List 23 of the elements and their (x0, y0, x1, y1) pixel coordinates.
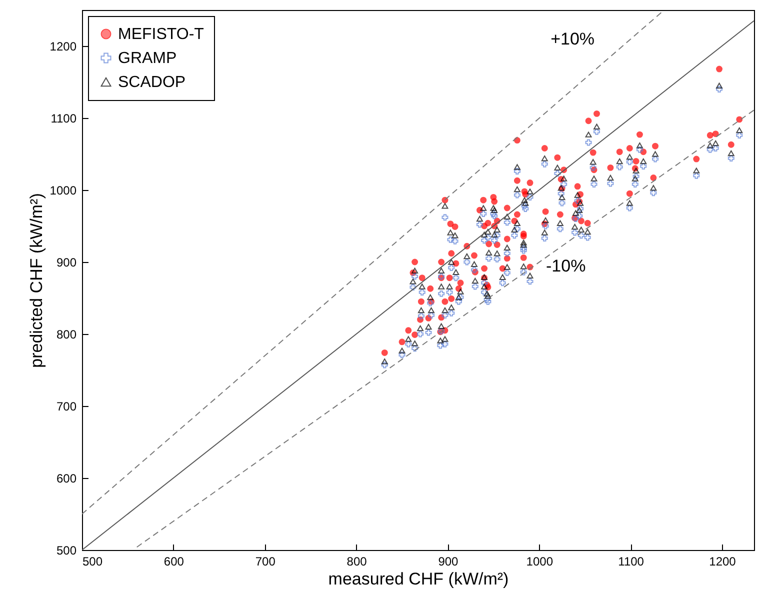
x-tick-label: 800 (346, 554, 368, 568)
legend-label: GRAMP (118, 50, 177, 67)
y-axis-title: predicted CHF (kW/m²) (26, 193, 46, 368)
annotation: +10% (550, 30, 595, 49)
y-tick-label: 600 (56, 472, 77, 486)
y-tick-label: 1200 (50, 40, 77, 54)
annotation: -10% (546, 256, 586, 276)
y-tick-label: 900 (56, 256, 77, 270)
x-tick-label: 1000 (526, 554, 554, 568)
x-tick-label: 1100 (618, 554, 644, 568)
x-tick-label: 900 (438, 554, 459, 568)
x-tick-label: 600 (164, 554, 184, 568)
y-tick-label: 1000 (50, 184, 77, 198)
y-tick-label: 800 (56, 328, 77, 342)
x-axis-title: measured CHF (kW/m²) (328, 570, 509, 588)
legend-label: MEFISTO-T (118, 26, 204, 43)
x-tick-label: 500 (82, 554, 103, 568)
x-tick-label: 700 (255, 554, 276, 568)
legend-label: SCADOP (118, 74, 186, 91)
y-tick-label: 1100 (50, 112, 77, 126)
y-tick-label: 700 (56, 400, 77, 414)
x-tick-label: 1200 (709, 554, 736, 568)
y-tick-label: 500 (56, 544, 77, 558)
